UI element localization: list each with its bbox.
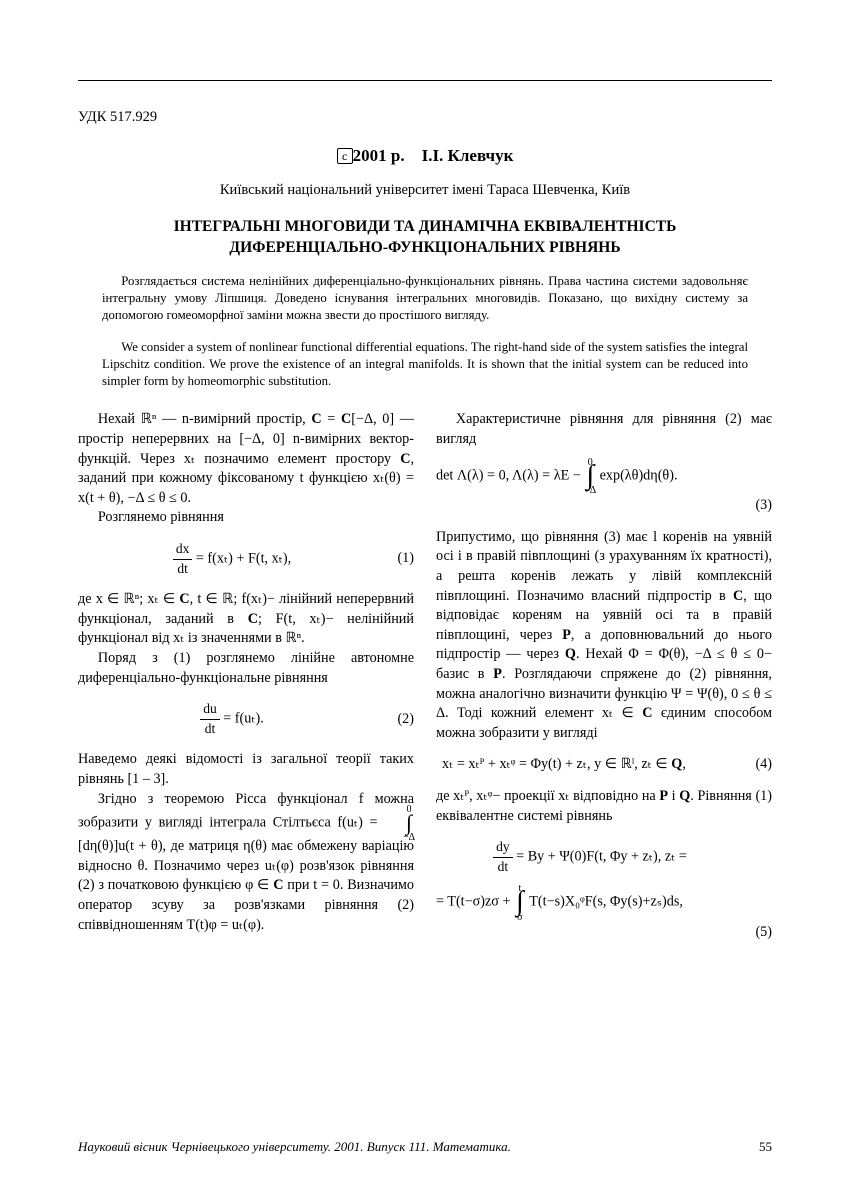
abstract-uk-text: Розглядається система нелінійних диферен… [102,273,748,325]
int2-ub: 0 [588,456,593,470]
para-2: Розглянемо рівняння [78,508,414,528]
eq2-number: (2) [386,710,414,730]
abstract-en: We consider a system of nonlinear functi… [102,339,748,391]
eq2-frac: dudt [200,700,220,738]
para-4: Поряд з (1) розглянемо лінійне автономне… [78,649,414,688]
bold-C-6: C [273,877,283,893]
bold-C-8: C [642,705,652,721]
eq5b-math: = T(t−σ)zσ + t∫σ T(t−s)X₀ᵠF(s, Φy(s)+zₛ)… [436,888,772,917]
p3a: де x ∈ ℝⁿ; xₜ ∈ [78,591,179,607]
top-rule [78,80,772,81]
eq1-number: (1) [386,549,414,569]
p8a: Припустимо, що рівняння (3) має l корені… [436,529,772,604]
eq1-rhs: = f(xₜ) + F(t, xₜ), [192,550,291,566]
title-line-1: ІНТЕГРАЛЬНІ МНОГОВИДИ ТА ДИНАМІЧНА ЕКВІВ… [174,218,677,235]
p1b: = [322,411,341,427]
equation-3: det Λ(λ) = 0, Λ(λ) = λE − 0∫−Δ exp(λθ)dη… [436,462,772,491]
abstract-en-text: We consider a system of nonlinear functi… [102,339,748,391]
paper-title: ІНТЕГРАЛЬНІ МНОГОВИДИ ТА ДИНАМІЧНА ЕКВІВ… [78,217,772,259]
integral-2: 0∫−Δ [586,462,594,491]
eq1-frac: dxdt [173,540,193,578]
eq3b: exp(λθ)dη(θ). [596,467,677,483]
page-footer: Науковий вісник Чернівецького університе… [78,1139,772,1155]
eq4-math: xₜ = xₜᴾ + xₜᵠ = Φy(t) + zₜ, y ∈ ℝˡ, zₜ … [436,755,744,775]
para-6: Згідно з теоремою Рісса функціонал f мож… [78,790,414,936]
equation-5a: dydt = By + Ψ(0)F(t, Φy + zₜ), zₜ = [436,838,772,876]
eq2-den: dt [200,720,220,739]
eq3-math: det Λ(λ) = 0, Λ(λ) = λE − 0∫−Δ exp(λθ)dη… [436,462,772,491]
title-line-2: ДИФЕРЕНЦІАЛЬНО-ФУНКЦІОНАЛЬНИХ РІВНЯНЬ [229,239,620,256]
integral-3: t∫σ [516,888,524,917]
eq1-math: dxdt = f(xₜ) + F(t, xₜ), [78,540,386,578]
eq5a-math: dydt = By + Ψ(0)F(t, Φy + zₜ), zₜ = [436,838,744,876]
integral-1: 0∫−Δ [386,809,412,837]
para-1: Нехай ℝⁿ — n-вимірний простір, C = C[−Δ,… [78,410,414,508]
eq3-number: (3) [744,496,772,516]
eq3a: det Λ(λ) = 0, Λ(λ) = λE − [436,467,584,483]
equation-3-num: (3) [436,496,772,516]
page-number: 55 [759,1139,772,1155]
para-3: де x ∈ ℝⁿ; xₜ ∈ C, t ∈ ℝ; f(xₜ)− лінійни… [78,590,414,649]
bold-C-2: C [341,411,351,427]
eq5a-frac: dydt [493,838,513,876]
eq5a-num: dy [493,838,513,858]
eq2-math: dudt = f(uₜ). [78,700,386,738]
int3-ub: t [518,882,521,896]
eq4-number: (4) [744,755,772,775]
eq4-tail: , [682,756,686,772]
int1-ub: 0 [387,803,412,817]
int3-lb: σ [517,911,522,925]
eq2-num: du [200,700,220,720]
eq5b-b: T(t−s)X₀ᵠF(s, Φy(s)+zₛ)ds, [526,894,683,910]
eq5-number: (5) [744,923,772,943]
year: 2001 р. [353,146,405,165]
footer-journal: Науковий вісник Чернівецького університе… [78,1139,511,1155]
affiliation: Київський національний університет імені… [78,182,772,199]
bold-Q-1: Q [565,646,576,662]
udk-code: УДК 517.929 [78,109,772,126]
p6a: Згідно з теоремою Рісса функціонал f мож… [78,791,414,831]
equation-2: dudt = f(uₜ). (2) [78,700,414,738]
para-5: Наведемо деякі відомості із загальної те… [78,750,414,789]
equation-4: xₜ = xₜᴾ + xₜᵠ = Φy(t) + zₜ, y ∈ ℝˡ, zₜ … [436,755,772,775]
p9a: де xₜᴾ, xₜᵠ− проекції xₜ відповідно на [436,788,659,804]
para-9: де xₜᴾ, xₜᵠ− проекції xₜ відповідно на P… [436,787,772,826]
equation-5b: = T(t−σ)zσ + t∫σ T(t−s)X₀ᵠF(s, Φy(s)+zₛ)… [436,888,772,917]
bold-C-4: C [179,591,189,607]
bold-Q-3: Q [679,788,690,804]
para-7: Характеристичне рівняння для рівняння (2… [436,410,772,449]
int1-lb: −Δ [383,831,415,845]
equation-5-num: (5) [436,923,772,943]
bold-C-5: C [248,611,258,627]
bold-C-3: C [400,451,410,467]
author-name: І.І. Клевчук [422,146,514,165]
copyright-icon: c [337,148,353,164]
eq1-num: dx [173,540,193,560]
bold-Q-2: Q [671,756,682,772]
bold-P-3: P [659,788,668,804]
bold-P-1: P [562,627,571,643]
equation-1: dxdt = f(xₜ) + F(t, xₜ), (1) [78,540,414,578]
int2-lb: −Δ [584,484,596,498]
eq5a-rhs: = By + Ψ(0)F(t, Φy + zₜ), zₜ = [513,849,687,865]
body-columns: Нехай ℝⁿ — n-вимірний простір, C = C[−Δ,… [78,410,772,944]
year-author-line: c2001 р. І.І. Клевчук [78,146,772,166]
para-8: Припустимо, що рівняння (3) має l корені… [436,528,772,744]
bold-P-2: P [493,666,502,682]
eq4-text: xₜ = xₜᴾ + xₜᵠ = Φy(t) + zₜ, y ∈ ℝˡ, zₜ … [442,756,671,772]
bold-C-1: C [311,411,321,427]
eq5b-a: = T(t−σ)zσ + [436,894,514,910]
abstract-uk: Розглядається система нелінійних диферен… [102,273,748,325]
bold-C-7: C [733,588,743,604]
p9b: і [668,788,679,804]
eq1-den: dt [173,560,193,579]
p1a: Нехай ℝⁿ — n-вимірний простір, [98,411,312,427]
eq2-rhs: = f(uₜ). [220,711,264,727]
eq5a-den: dt [493,858,513,877]
